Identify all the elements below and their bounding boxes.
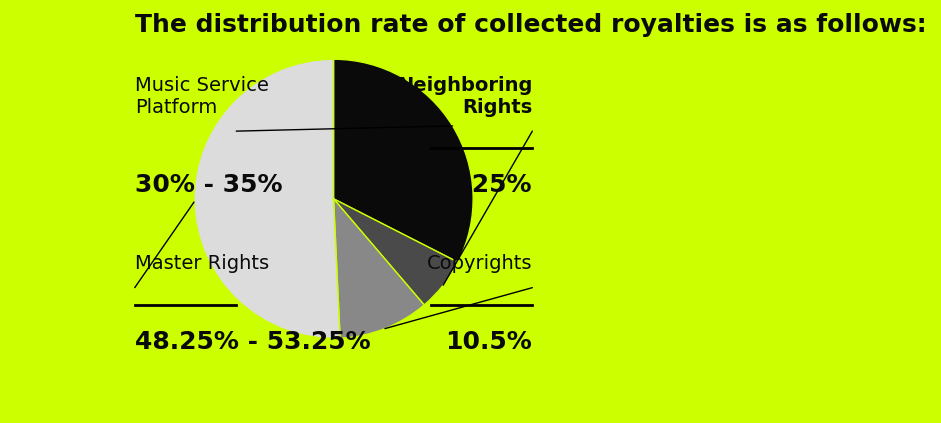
Text: Copyrights: Copyrights <box>427 254 533 273</box>
Wedge shape <box>333 199 424 338</box>
Text: The distribution rate of collected royalties is as follows:: The distribution rate of collected royal… <box>135 13 926 37</box>
Wedge shape <box>333 199 458 305</box>
Text: 30% - 35%: 30% - 35% <box>135 173 282 198</box>
Wedge shape <box>333 59 473 262</box>
Text: Music Service
Platform: Music Service Platform <box>135 76 268 117</box>
Text: 10.5%: 10.5% <box>446 330 533 354</box>
Text: 48.25% - 53.25%: 48.25% - 53.25% <box>135 330 371 354</box>
Text: 6.25%: 6.25% <box>446 173 533 198</box>
Text: Master Rights: Master Rights <box>135 254 269 273</box>
Text: Neighboring
Rights: Neighboring Rights <box>397 76 533 117</box>
Wedge shape <box>194 59 340 338</box>
